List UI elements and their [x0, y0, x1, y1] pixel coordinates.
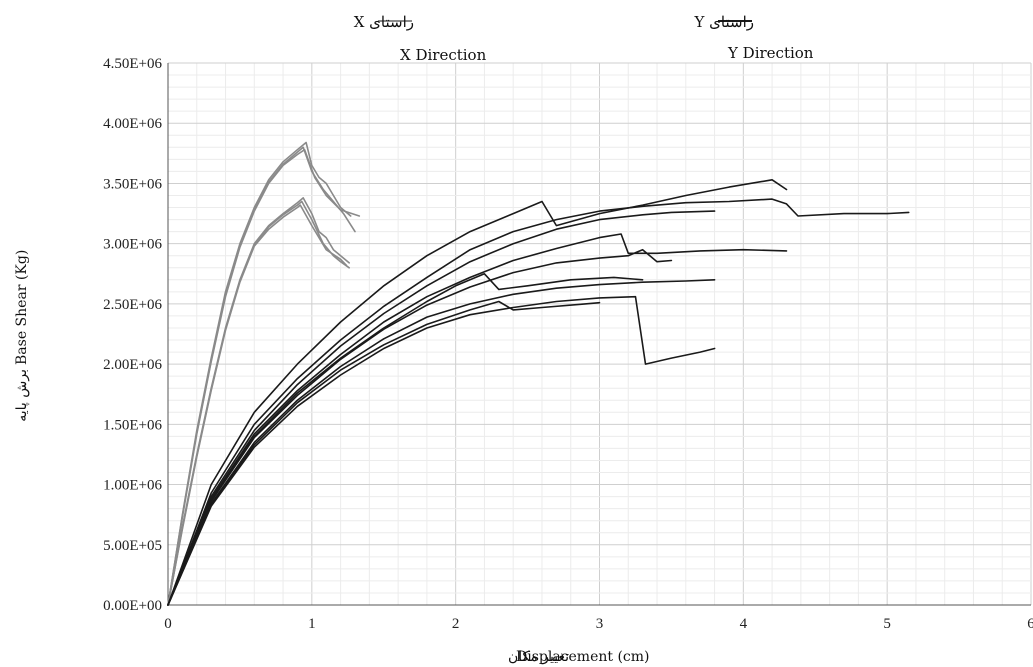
x-tick-label: 2	[452, 616, 460, 632]
legend-x-label-fa: راستای X	[354, 13, 414, 31]
x-tick-label: 4	[740, 616, 748, 632]
series-line-x-3	[167, 148, 361, 606]
y-tick-label: 2.00E+06	[103, 357, 162, 373]
x-axis-title: تغییر مکان Displacement (cm)	[508, 649, 650, 665]
y-tick-label: 0.00E+00	[103, 598, 162, 614]
x-tick-label: 3	[596, 616, 604, 632]
legend-y-label-en: Y Direction	[727, 44, 814, 62]
y-axis-label-fa: برش پایه	[14, 369, 30, 422]
series-line-y-7	[167, 179, 788, 606]
legend-y-label-fa: راستای Y	[694, 13, 755, 31]
y-tick-label: 1.50E+06	[103, 417, 162, 433]
series-line-y-15	[167, 300, 601, 606]
y-tick-label: 4.50E+06	[103, 56, 162, 72]
legend: راستای X X Direction راستای Y Y Directio…	[354, 13, 814, 64]
series-line-x-6	[167, 204, 348, 606]
y-tick-label: 5.00E+05	[103, 538, 162, 554]
series-line-y-14	[167, 295, 716, 606]
x-tick-label: 0	[164, 616, 172, 632]
y-tick-label: 3.50E+06	[103, 176, 162, 192]
series-line-y-9	[167, 210, 716, 606]
series-line-y-10	[167, 233, 788, 606]
y-tick-label: 4.00E+06	[103, 116, 162, 132]
legend-x-label-en: X Direction	[400, 46, 487, 64]
x-tick-label: 1	[308, 616, 316, 632]
y-tick-label: 2.50E+06	[103, 297, 162, 313]
series-line-y-8	[167, 198, 910, 606]
grid	[167, 62, 1032, 606]
axes	[167, 63, 1031, 606]
y-tick-label: 1.00E+06	[103, 478, 162, 494]
series-line-y-13	[167, 279, 716, 606]
series-line-y-11	[167, 248, 673, 606]
series-group	[167, 141, 910, 606]
y-axis-label: Base Shear (Kg)	[14, 250, 30, 365]
x-axis-label-fa: تغییر مکان	[508, 649, 569, 665]
x-tick-label: 5	[883, 616, 891, 632]
x-tick-label: 6	[1027, 616, 1033, 632]
x-axis-label: Displacement (cm)	[516, 649, 650, 665]
series-line-y-12	[167, 273, 644, 606]
y-axis-title: Base Shear (Kg) برش پایه	[14, 250, 30, 422]
y-tick-label: 3.00E+06	[103, 237, 162, 253]
tick-labels: 0.00E+00 5.00E+05 1.00E+06 1.50E+06 2.00E+06…	[103, 56, 1033, 632]
